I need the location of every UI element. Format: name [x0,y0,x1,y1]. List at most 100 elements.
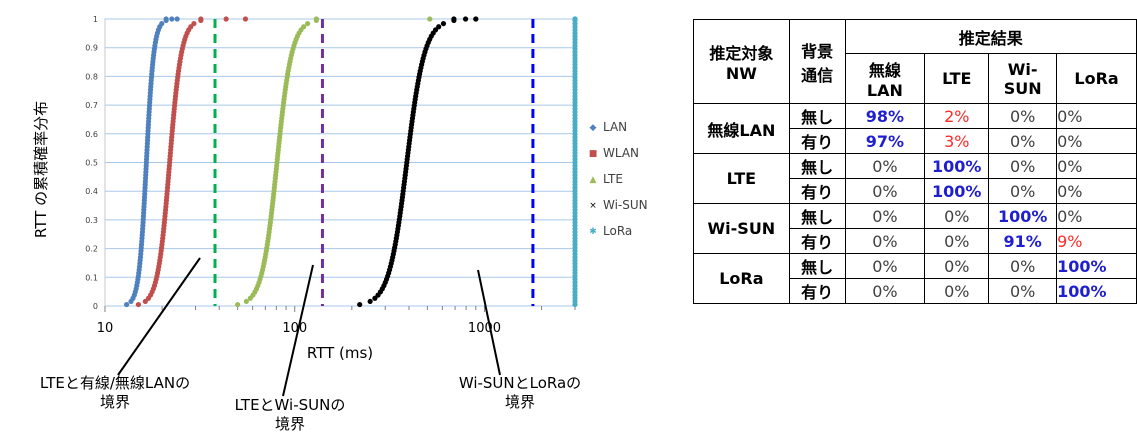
row-group-name: Wi-SUN [693,203,790,254]
header-bg-line2: 通信 [801,65,834,85]
cdf-chart: 0 0.1 0.2 0.3 0.4 0.5 0.6 0.7 0.8 0.9 1 10 100 1000 RT… [32,15,648,397]
header-col-0-line1: LAN [866,81,903,100]
x-tick-label: 1000 [468,321,501,336]
annotation-lan-lte-line2: 境界 [99,393,130,411]
annotation-wisun-lora-line1: Wi-SUNとLoRaの [458,374,582,392]
y-tick-label: 0 [93,302,98,311]
pointer-line-lte-wisun [282,264,314,397]
result-cell: 0% [1056,128,1137,154]
row-background: 有り [788,278,846,304]
result-cell: 0% [844,203,926,229]
data-point-wlan [142,298,148,305]
y-tick-label: 0.6 [85,130,98,139]
row-group-name: LTE [693,153,790,204]
result-cell: 0% [988,128,1058,154]
annotation-lte-wisun-line2: 境界 [274,415,305,433]
data-point-wlan [242,16,249,22]
y-tick-label: 0.9 [85,44,98,53]
result-cell: 2% [924,103,990,129]
header-col-1-line0: LTE [942,69,972,88]
result-cell: 0% [924,203,990,229]
header-col-2: Wi- SUN [988,53,1058,104]
data-point-wlan [135,301,142,308]
pointer-line-wisun-lora [477,269,501,376]
header-result: 推定結果 [844,19,1137,54]
result-cell: 0% [988,178,1058,204]
row-background: 有り [788,178,846,204]
y-tick-label: 0.4 [85,187,98,196]
data-point-lan [159,20,165,27]
data-point-lora [572,16,578,22]
result-cell: 0% [988,278,1058,304]
result-cell: 0% [924,278,990,304]
table-row: Wi-SUN 無し 0% 0% 100% 0% [693,203,1137,254]
row-group-name: LoRa [693,253,790,304]
y-axis-label: RTT の累積確率分布 [32,101,50,238]
header-col-1: LTE [924,53,990,104]
annotation-lte-wisun-line1: LTEとWi-SUNの [234,396,346,414]
annotation-lan-lte: LTEと有線/無線LANの 境界 [0,374,230,412]
data-point-lte [301,24,307,30]
data-point-wi-sun [462,16,469,22]
header-col-2-line0: Wi- [1007,59,1038,79]
row-background: 無し [788,103,846,129]
y-tick-label: 0.1 [85,273,98,282]
legend-marker-lora: ✱ [589,227,597,237]
header-background: 背景 通信 [788,19,846,104]
data-point-wi-sun [473,16,479,22]
data-point-wlan [198,16,204,22]
x-tick-label: 100 [282,321,307,336]
table-row: 有り 97% 3% 0% 0% [694,128,1137,154]
result-cell: 0% [924,228,990,254]
table-row: LoRa 無し 0% 0% 0% 100% [693,253,1137,304]
annotation-wisun-lora-line2: 境界 [504,393,535,411]
annotation-lte-wisun: LTEとWi-SUNの 境界 [200,396,380,434]
series-lan [124,16,180,308]
row-background: 有り [788,128,846,154]
result-cell: 0% [1056,203,1137,229]
data-point-wi-sun [367,298,373,305]
data-point-wi-sun [436,24,442,30]
row-background: 無し [788,203,846,229]
data-point-wi-sun [372,295,378,301]
data-point-lan [169,16,175,22]
result-cell: 100% [1056,253,1137,279]
annotation-wisun-lora: Wi-SUNとLoRaの 境界 [430,374,610,412]
data-point-wi-sun [451,16,457,22]
header-col-3-line0: LoRa [1074,69,1119,88]
result-cell: 0% [1056,178,1137,204]
legend-marker-lan: ◆ [590,123,597,133]
data-point-lte [305,20,311,27]
row-background: 有り [788,228,846,254]
data-point-wi-sun [432,27,439,33]
x-tick-label: 10 [97,321,114,336]
series-lora [572,16,578,308]
data-point-wlan [223,16,229,22]
legend-marker-wi-sun: × [589,201,597,211]
x-axis-label: RTT (ms) [307,344,373,362]
result-cell: 98% [844,103,926,129]
table-row: 有り 0% 100% 0% 0% [694,178,1137,204]
legend-label-lte: LTE [603,172,623,186]
y-tick-label: 0.5 [85,159,98,168]
result-cell: 100% [924,153,990,179]
series-wlan [135,16,249,308]
legend-label-lan: LAN [603,120,627,134]
result-cell: 97% [844,128,926,154]
result-cell: 0% [844,178,926,204]
data-point-lan [124,301,130,308]
data-point-wlan [188,24,194,30]
header-target-line1: 推定対象 [709,44,774,63]
header-col-3: LoRa [1056,53,1137,104]
data-point-lte [243,298,249,305]
y-tick-label: 0.3 [85,216,98,225]
header-bg-line1: 背景 [801,41,834,61]
data-point-wi-sun [440,20,447,27]
row-background: 無し [788,153,846,179]
result-cell: 0% [988,153,1058,179]
header-target-nw: 推定対象 NW [693,19,790,104]
legend-label-wi-sun: Wi-SUN [603,198,648,212]
result-cell: 0% [988,253,1058,279]
result-cell: 100% [924,178,990,204]
data-point-lan [174,16,180,22]
